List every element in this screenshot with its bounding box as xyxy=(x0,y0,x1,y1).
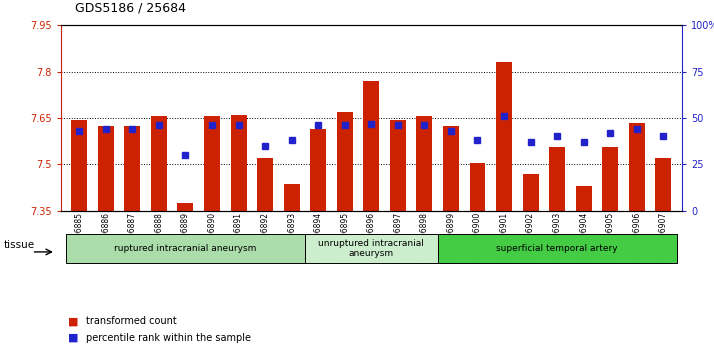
Text: superficial temporal artery: superficial temporal artery xyxy=(496,244,618,253)
Bar xyxy=(231,115,246,211)
Bar xyxy=(310,129,326,211)
Text: ruptured intracranial aneurysm: ruptured intracranial aneurysm xyxy=(114,244,256,253)
Bar xyxy=(204,117,220,211)
Bar xyxy=(470,163,486,211)
Bar xyxy=(629,123,645,211)
Text: tissue: tissue xyxy=(4,240,35,250)
Text: transformed count: transformed count xyxy=(86,316,176,326)
Bar xyxy=(151,117,167,211)
Bar xyxy=(390,119,406,211)
Bar xyxy=(602,147,618,211)
Text: GDS5186 / 25684: GDS5186 / 25684 xyxy=(75,1,186,15)
Text: percentile rank within the sample: percentile rank within the sample xyxy=(86,333,251,343)
Text: ■: ■ xyxy=(68,333,79,343)
Bar xyxy=(549,147,565,211)
Bar xyxy=(363,81,379,211)
Bar xyxy=(523,174,538,211)
Bar xyxy=(98,126,114,211)
Bar xyxy=(283,184,300,211)
Bar xyxy=(655,158,671,211)
Bar xyxy=(305,234,438,264)
Bar xyxy=(443,126,459,211)
Bar xyxy=(71,119,87,211)
Bar xyxy=(337,112,353,211)
Bar xyxy=(438,234,677,264)
Bar xyxy=(496,62,512,211)
Bar xyxy=(416,117,433,211)
Bar xyxy=(257,158,273,211)
Bar xyxy=(66,234,305,264)
Text: ■: ■ xyxy=(68,316,79,326)
Bar xyxy=(178,203,193,211)
Text: unruptured intracranial
aneurysm: unruptured intracranial aneurysm xyxy=(318,239,424,258)
Bar xyxy=(575,186,592,211)
Bar xyxy=(124,126,141,211)
